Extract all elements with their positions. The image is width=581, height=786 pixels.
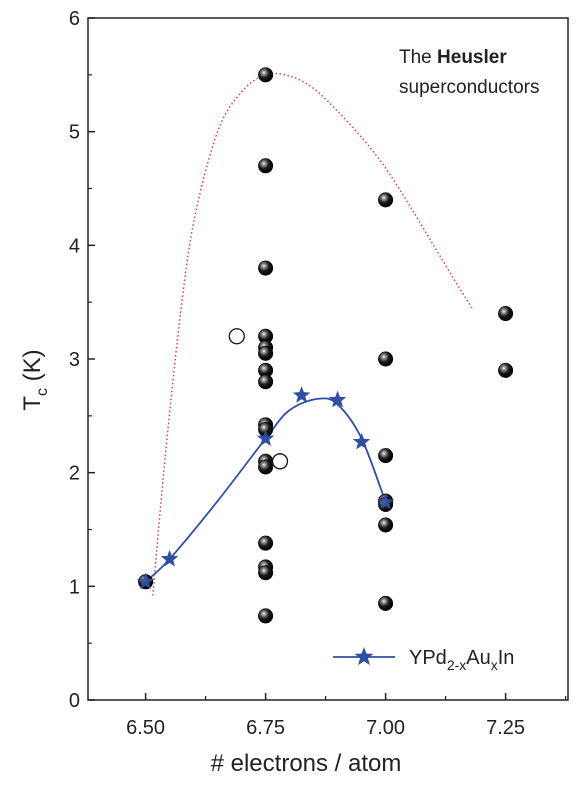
star-series-line [144,397,387,583]
sphere-point [258,67,274,83]
star-point-overlay [137,572,155,590]
y-tick-label: 0 [69,690,80,712]
annotation-line1-bold: Heusler [437,47,507,68]
y-tick-label: 1 [69,576,80,598]
y-tick-label: 3 [69,349,80,371]
star-point-overlay [161,550,179,567]
sphere-point [258,565,274,581]
sphere-point [378,192,394,208]
x-tick-label: 6.75 [246,717,285,739]
annotation-line1-text: The [399,47,437,68]
x-axis: 6.50 6.75 7.00 7.25 [126,693,567,739]
sphere-point [378,351,394,367]
sphere-point [258,158,274,174]
y-axis-title-unit: (K) [19,349,46,388]
y-axis-title-main: T [19,396,46,411]
x-tick-label: 6.50 [126,717,165,739]
star-point-overlay [353,432,371,450]
sphere-point [258,260,274,276]
legend-label-part1: YPd [409,647,447,669]
annotation-line2: superconductors [399,77,539,98]
sphere-point [258,459,274,475]
sphere-point [378,448,394,464]
y-tick-label: 4 [69,235,80,257]
star-series-layer [137,386,395,590]
sphere-point [258,535,274,551]
y-tick-label: 5 [69,122,80,144]
sphere-point [498,362,514,378]
envelope-layer [152,72,473,596]
star-point-overlay [329,390,347,408]
sphere-point [258,374,274,390]
legend-star-marker [354,647,374,666]
legend-label-part2: Au [466,647,490,669]
y-axis-title: Tc (K) [19,349,51,410]
plot-frame [87,17,569,701]
legend-label-sub1: 2-x [447,657,466,673]
sphere-point [498,306,514,322]
legend-label: YPd2-xAuxIn [409,647,514,673]
y-axis-title-subscript: c [34,388,51,396]
open-circle-point [228,328,245,345]
star-point-overlay [257,429,275,446]
annotation: The Heusler superconductors [399,47,539,98]
y-tick-label: 6 [69,8,80,30]
legend: YPd2-xAuxIn [333,647,514,673]
envelope-curve [152,72,473,596]
x-tick-label: 7.00 [366,717,405,739]
y-tick-label: 2 [69,463,80,485]
sphere-point [378,595,394,611]
x-tick-label: 7.25 [486,717,525,739]
sphere-point [258,608,274,624]
plot-area-border [87,17,569,701]
legend-label-part3: In [498,647,515,669]
x-axis-title: # electrons / atom [211,750,402,777]
star-point-overlay [377,493,395,510]
annotation-line1: The Heusler [399,47,507,68]
sphere-point [378,517,394,533]
star-point-overlay [293,386,311,403]
open-circle-point [271,453,289,470]
y-axis: 0 1 2 3 4 5 6 [69,8,95,712]
legend-label-sub2: x [491,657,498,673]
sphere-point [258,345,274,361]
points-layer [137,67,514,624]
